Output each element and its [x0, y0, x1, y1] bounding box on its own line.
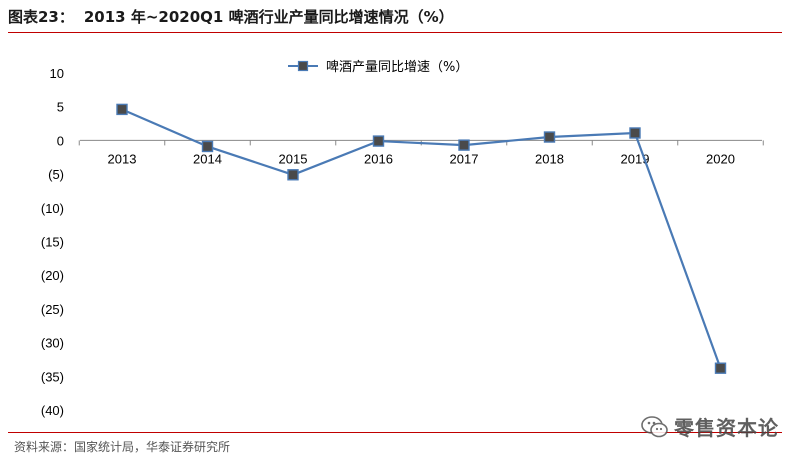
data-point	[201, 140, 214, 153]
y-tick-label: (5)	[48, 167, 64, 182]
series-line	[121, 108, 722, 369]
y-tick-label: (20)	[41, 268, 64, 283]
y-tick-label: 10	[50, 66, 64, 81]
legend-entry: 啤酒产量同比增速（%）	[326, 60, 468, 75]
x-tick-label: 2018	[535, 151, 564, 166]
data-point	[116, 103, 128, 116]
data-point	[372, 135, 385, 147]
data-point	[629, 127, 641, 139]
footer-rule	[8, 432, 782, 433]
series-layer	[116, 103, 727, 374]
figure-label: 图表23：	[8, 8, 74, 26]
data-point	[458, 139, 470, 151]
title-rule	[8, 32, 782, 33]
data-point	[287, 169, 299, 181]
wechat-icon	[641, 415, 668, 437]
y-tick-label: (35)	[41, 369, 64, 384]
y-axis: 10 5 0 (5) (10) (15) (20) (25) (30) (35) (40)	[41, 66, 64, 418]
y-tick-label: 0	[57, 133, 64, 148]
y-tick-label: (25)	[41, 302, 64, 317]
x-tick-label: 2015	[279, 151, 308, 166]
y-tick-label: (40)	[41, 403, 64, 418]
watermark-text: 零售资本论	[674, 416, 779, 440]
data-point	[714, 362, 727, 374]
figure-title: 图表23： 2013 年~2020Q1 啤酒行业产量同比增速情况（%）	[8, 6, 454, 27]
y-tick-label: (15)	[41, 235, 64, 250]
y-tick-label: (30)	[41, 336, 64, 351]
legend: 啤酒产量同比增速（%）	[288, 60, 468, 75]
y-tick-label: 5	[57, 100, 64, 115]
x-tick-label: 2017	[450, 151, 479, 166]
figure-title-text: 2013 年~2020Q1 啤酒行业产量同比增速情况（%）	[83, 8, 454, 26]
legend-marker	[297, 60, 309, 72]
x-axis: 2013 2014 2015 2016 2017 2018 2019 2020	[78, 140, 764, 166]
watermark: 零售资本论	[640, 412, 779, 441]
source-note: 资料来源：国家统计局，华泰证券研究所	[14, 440, 231, 454]
x-tick-label: 2016	[364, 151, 393, 166]
x-tick-label: 2013	[108, 151, 137, 166]
data-point	[543, 131, 556, 143]
y-tick-label: (10)	[41, 201, 64, 216]
x-tick-label: 2020	[706, 151, 735, 166]
x-tick-label: 2014	[193, 151, 222, 166]
